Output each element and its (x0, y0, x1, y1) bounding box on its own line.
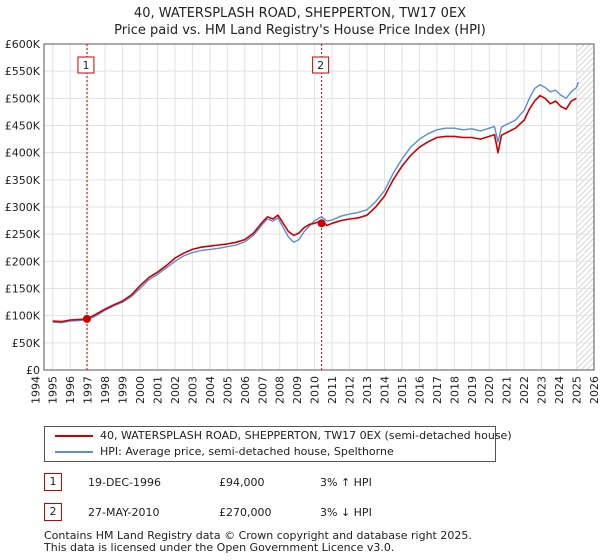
x-tick-label: 2015 (396, 376, 409, 404)
sale-row-1: 1 19-DEC-1996 £94,000 3% ↑ HPI (44, 473, 564, 493)
footer-line-1: Contains HM Land Registry data © Crown c… (44, 529, 472, 542)
x-tick-label: 2002 (169, 376, 182, 404)
sale-label-text: 1 (82, 59, 89, 72)
x-tick-label: 2006 (239, 376, 252, 404)
y-tick-label: £150K (5, 283, 41, 296)
chart-title: 40, WATERSPLASH ROAD, SHEPPERTON, TW17 0… (133, 6, 467, 21)
footer-line-2: This data is licensed under the Open Gov… (44, 541, 395, 554)
x-tick-label: 2007 (256, 376, 269, 404)
x-tick-label: 2012 (344, 376, 357, 404)
y-tick-label: £450K (5, 120, 41, 133)
x-tick-label: 2016 (413, 376, 426, 404)
series-line-hpi (52, 81, 579, 324)
legend-label-hpi: HPI: Average price, semi-detached house,… (100, 445, 394, 458)
x-tick-label: 2010 (309, 376, 322, 404)
chart-legend: 40, WATERSPLASH ROAD, SHEPPERTON, TW17 0… (44, 426, 512, 462)
y-tick-label: £550K (5, 65, 41, 78)
x-tick-label: 1997 (82, 376, 95, 404)
x-tick-label: 2024 (553, 376, 566, 404)
y-tick-label: £250K (5, 228, 41, 241)
plot-frame (43, 43, 595, 371)
footer: Contains HM Land Registry data © Crown c… (44, 530, 472, 554)
y-tick-label: £600K (5, 38, 41, 51)
x-tick-label: 2009 (291, 376, 304, 404)
x-tick-label: 2017 (431, 376, 444, 404)
x-tick-label: 2021 (501, 376, 514, 404)
price-chart: 1994 1995 1996 1997 1998 1999 2000 2001 2002 2003… (5, 38, 600, 404)
x-tick-label: 2001 (151, 376, 164, 404)
y-tick-label: £50K (12, 337, 41, 350)
sale-date-2: 27-MAY-2010 (88, 506, 160, 519)
y-tick-label: £350K (5, 174, 41, 187)
x-tick-label: 1998 (99, 376, 112, 404)
x-tick-label: 2008 (274, 376, 287, 404)
x-tick-label: 1995 (47, 376, 60, 404)
x-tick-label: 2000 (134, 376, 147, 404)
sale-marker-2: 2 (44, 503, 62, 521)
sale-marker-1: 1 (44, 473, 62, 491)
x-tick-label: 2022 (518, 376, 531, 404)
x-tick-label: 2018 (448, 376, 461, 404)
y-tick-label: £0 (26, 364, 40, 377)
x-tick-label: 2025 (571, 376, 584, 404)
x-tick-label: 2014 (378, 376, 391, 404)
sale-hpi-2: 3% ↓ HPI (320, 506, 372, 519)
x-tick-label: 2013 (361, 376, 374, 404)
sale-row-2: 2 27-MAY-2010 £270,000 3% ↓ HPI (44, 503, 564, 523)
sale-label-box (312, 56, 330, 74)
x-tick-label: 2026 (588, 376, 600, 404)
x-tick-label: 1999 (117, 376, 130, 404)
y-tick-label: £100K (5, 310, 41, 323)
sale-point (82, 314, 91, 323)
sale-label-box (77, 56, 95, 74)
sale-price-1: £94,000 (219, 476, 265, 489)
x-tick-label: 2020 (483, 376, 496, 404)
x-tick-label: 2011 (326, 376, 339, 404)
x-tick-label: 2005 (221, 376, 234, 404)
x-tick-label: 2004 (204, 376, 217, 404)
x-tick-label: 2023 (536, 376, 549, 404)
sale-hpi-1: 3% ↑ HPI (320, 476, 372, 489)
y-tick-label: £400K (5, 147, 41, 160)
x-tick-label: 1994 (29, 376, 42, 404)
legend-swatch-property (55, 435, 93, 437)
x-tick-label: 2019 (466, 376, 479, 404)
y-tick-label: £500K (5, 92, 41, 105)
sale-date-1: 19-DEC-1996 (88, 476, 162, 489)
y-tick-label: £300K (5, 201, 41, 214)
chart-subtitle: Price paid vs. HM Land Registry's House … (114, 23, 486, 38)
x-tick-label: 1996 (64, 376, 77, 404)
x-tick-label: 2003 (186, 376, 199, 404)
sale-point (317, 219, 326, 228)
legend-swatch-hpi (55, 451, 93, 453)
sale-label-text: 2 (317, 59, 324, 72)
legend-label-property: 40, WATERSPLASH ROAD, SHEPPERTON, TW17 0… (100, 429, 512, 442)
y-tick-label: £200K (5, 255, 41, 268)
sale-price-2: £270,000 (219, 506, 272, 519)
